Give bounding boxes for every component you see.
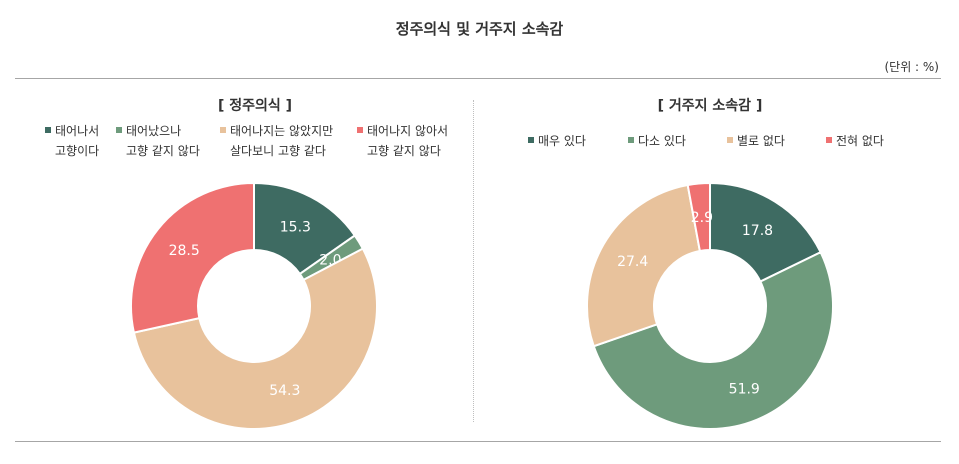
legend-item: 태어나지 않아서 고향 같지 않다: [357, 121, 448, 161]
donut-slice: [132, 247, 378, 430]
bottom-rule: [15, 441, 941, 442]
top-rule: [15, 78, 941, 79]
legend-settlement: 태어나서 고향이다 태어났으나 고향 같지 않다 태어나지는 않았지만 살다보니…: [0, 121, 470, 163]
legend-swatch: [357, 127, 363, 133]
legend-swatch: [628, 137, 634, 143]
slice-value-label: 2.9: [691, 210, 713, 226]
legend-item: 태어나서 고향이다: [45, 121, 99, 161]
slice-value-label: 15.3: [280, 220, 311, 236]
legend-label: 전혀 없다: [836, 134, 884, 148]
slice-value-label: 17.8: [742, 223, 773, 239]
legend-label-line2: 고향 같지 않다: [367, 144, 441, 158]
donut-slice: [686, 181, 711, 253]
legend-swatch: [116, 127, 122, 133]
legend-item: 다소 있다: [628, 131, 686, 151]
legend-label: 매우 있다: [538, 134, 586, 148]
donut-slice: [130, 181, 255, 334]
legend-item: 태어났으나 고향 같지 않다: [116, 121, 200, 161]
legend-swatch: [45, 127, 51, 133]
slice-value-label: 51.9: [729, 382, 760, 398]
unit-label: (단위 : %): [884, 60, 939, 74]
legend-label: 태어나지는 않았지만: [230, 124, 334, 138]
donut-chart-belonging: 17.8 51.9 27.4 2.9: [586, 181, 834, 430]
panel-title-settlement: [ 정주의식 ]: [217, 98, 293, 114]
legend-item: 별로 없다: [727, 131, 785, 151]
legend-swatch: [727, 137, 733, 143]
donut-slice: [586, 183, 702, 348]
legend-label-line2: 살다보니 고향 같다: [230, 144, 326, 158]
legend-label-line2: 고향이다: [55, 144, 100, 158]
legend-label: 태어나지 않아서: [367, 124, 449, 138]
legend-swatch: [220, 127, 226, 133]
donut-chart-settlement: 15.32.054.328.5: [130, 181, 378, 430]
legend-label-line2: 고향 같지 않다: [126, 144, 200, 158]
legend-item: 매우 있다: [528, 131, 586, 151]
legend-label: 별로 없다: [737, 134, 785, 148]
chart-title: 정주의식 및 거주지 소속감: [395, 20, 564, 38]
legend-swatch: [528, 137, 534, 143]
panel-title-belonging: [ 거주지 소속감 ]: [657, 98, 763, 114]
panel-divider: [473, 100, 474, 422]
legend-label: 다소 있다: [638, 134, 686, 148]
slice-value-label: 27.4: [617, 254, 648, 270]
legend-swatch: [826, 137, 832, 143]
legend-label: 태어나서: [55, 124, 100, 138]
legend-label: 태어났으나: [126, 124, 182, 138]
slice-value-label: 28.5: [169, 243, 200, 259]
slice-value-label: 54.3: [269, 383, 300, 399]
legend-belonging: 매우 있다 다소 있다 별로 없다 전혀 없다: [480, 131, 950, 153]
legend-item: 전혀 없다: [826, 131, 884, 151]
legend-item: 태어나지는 않았지만 살다보니 고향 같다: [220, 121, 333, 161]
donut-slice: [592, 250, 834, 430]
